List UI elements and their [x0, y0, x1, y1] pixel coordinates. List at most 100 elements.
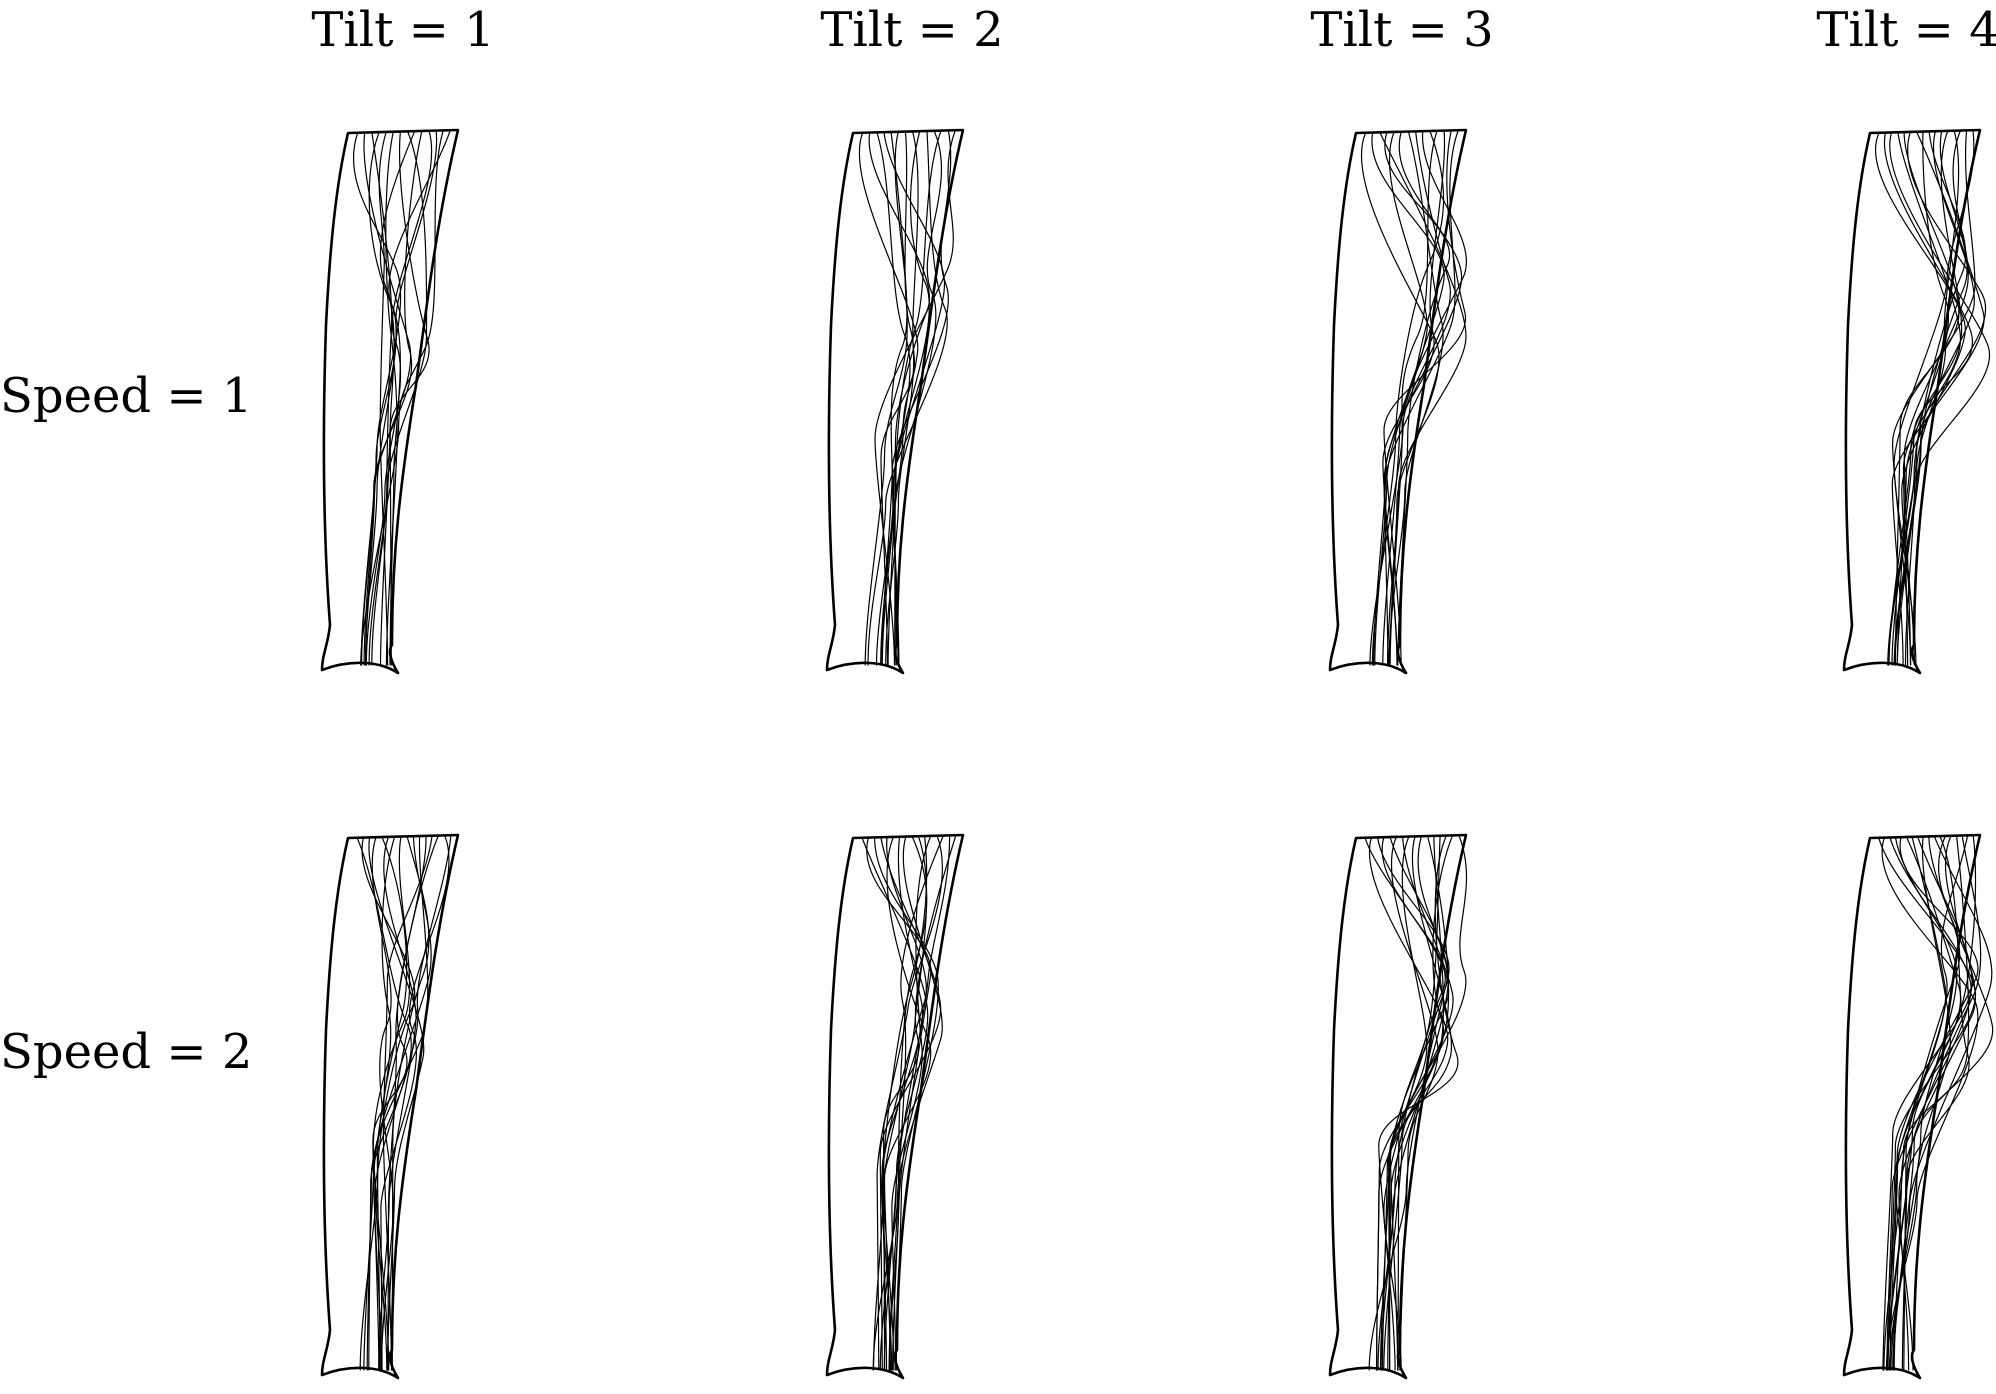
strand: [876, 131, 911, 666]
strand: [883, 131, 946, 666]
panel-speed-1-tilt-3: [1318, 125, 1478, 685]
strand-diagram: [825, 128, 965, 675]
strand: [378, 836, 417, 1371]
strand: [1889, 131, 1991, 666]
column-header-tilt-1: Tilt = 1: [311, 2, 495, 58]
strand: [1888, 836, 1951, 1371]
strand: [1371, 132, 1445, 666]
panel-speed-2-tilt-2: [815, 830, 975, 1390]
strand: [1384, 131, 1451, 666]
strand: [1379, 131, 1467, 666]
strand-diagram: [1328, 833, 1468, 1380]
strand: [880, 130, 919, 666]
strand: [388, 129, 451, 666]
strand: [891, 835, 932, 1371]
panel-speed-1-tilt-2: [815, 125, 975, 685]
strand: [1893, 835, 1961, 1371]
strand: [1379, 834, 1468, 1371]
strand: [876, 835, 943, 1371]
strand: [864, 131, 908, 666]
row-header-speed-1: Speed = 1: [0, 368, 253, 424]
panel-speed-1-tilt-1: [310, 125, 470, 685]
strand: [1894, 834, 1977, 1371]
strand: [1894, 131, 1960, 666]
strand: [374, 834, 452, 1371]
strand: [1382, 129, 1446, 666]
strand: [368, 130, 428, 666]
strand: [1898, 835, 1977, 1371]
strand: [1890, 836, 1958, 1371]
strand: [881, 129, 942, 666]
outline: [1842, 128, 1982, 675]
strand: [1893, 129, 1975, 666]
strand: [1383, 129, 1467, 666]
outline: [320, 833, 460, 1380]
strand: [1891, 129, 1976, 666]
strand-diagram: [320, 833, 460, 1380]
strand-diagram: [320, 128, 460, 675]
strand: [867, 130, 948, 666]
strand: [372, 835, 427, 1371]
strand: [1886, 834, 1982, 1371]
strand: [1892, 835, 1993, 1371]
strand: [892, 834, 944, 1371]
panel-speed-2-tilt-1: [310, 830, 470, 1390]
strand: [872, 836, 943, 1371]
strand: [1886, 837, 1972, 1371]
strand-diagram: [1328, 128, 1468, 675]
strand: [879, 836, 942, 1371]
strand: [893, 130, 943, 666]
row-header-speed-2: Speed = 2: [0, 1024, 253, 1080]
strand: [1388, 131, 1444, 666]
strand: [1882, 836, 1973, 1371]
strand: [1903, 129, 1969, 666]
strand: [1397, 835, 1441, 1371]
strand-diagram: [1842, 833, 1994, 1380]
strand: [1878, 837, 1977, 1371]
panel-speed-2-tilt-3: [1318, 830, 1478, 1390]
column-header-tilt-4: Tilt = 4: [1816, 2, 1996, 58]
strand: [372, 836, 411, 1371]
strand: [1383, 836, 1448, 1371]
strand: [1883, 835, 1970, 1371]
strand: [1371, 130, 1445, 666]
strand: [1887, 836, 1979, 1371]
outline: [320, 128, 460, 675]
strand: [882, 834, 957, 1371]
strand: [887, 130, 930, 666]
strand: [363, 131, 398, 666]
strand: [1389, 130, 1438, 666]
strand: [1889, 834, 1969, 1371]
strand: [387, 834, 439, 1371]
strand: [1383, 129, 1459, 666]
strand: [364, 129, 438, 666]
strand: [1360, 132, 1440, 666]
strand: [368, 836, 425, 1371]
strand-diagram: [825, 833, 965, 1380]
strand: [1893, 131, 1986, 666]
strand: [1378, 834, 1459, 1371]
strand: [866, 837, 932, 1371]
strand: [874, 129, 956, 666]
column-header-tilt-2: Tilt = 2: [820, 2, 1004, 58]
strand: [1376, 834, 1454, 1371]
strand: [366, 835, 432, 1371]
strand: [363, 835, 429, 1371]
strand: [1369, 130, 1451, 666]
strand: [1885, 836, 1962, 1371]
strand: [1390, 836, 1439, 1371]
strand: [379, 130, 416, 666]
outline: [825, 128, 965, 675]
strand: [881, 129, 952, 666]
strand: [379, 131, 430, 666]
strand: [1888, 130, 1963, 666]
strand: [1894, 130, 1968, 666]
panel-speed-1-tilt-4: [1832, 125, 1992, 685]
strand: [861, 837, 929, 1371]
panel-speed-2-tilt-4: [1832, 830, 1994, 1390]
strand: [360, 129, 444, 666]
strand: [879, 834, 951, 1371]
strand-diagram: [1842, 128, 1991, 675]
column-header-tilt-3: Tilt = 3: [1310, 2, 1494, 58]
outline: [1842, 833, 1982, 1380]
